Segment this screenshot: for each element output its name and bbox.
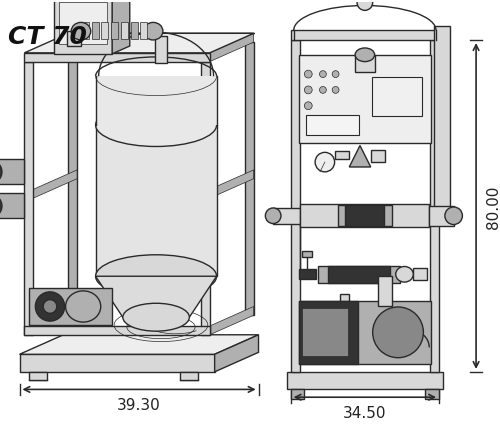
Text: CT 70: CT 70 (8, 25, 86, 49)
Polygon shape (298, 56, 431, 143)
Circle shape (315, 153, 334, 173)
Polygon shape (180, 372, 198, 380)
Polygon shape (24, 34, 254, 54)
Polygon shape (290, 389, 304, 399)
Polygon shape (372, 78, 422, 117)
Polygon shape (298, 301, 358, 364)
Polygon shape (68, 43, 77, 316)
Circle shape (36, 292, 64, 321)
Polygon shape (33, 34, 77, 63)
Polygon shape (210, 34, 254, 63)
Polygon shape (302, 309, 348, 357)
Ellipse shape (266, 208, 281, 224)
Polygon shape (24, 326, 210, 335)
Polygon shape (30, 288, 112, 325)
Circle shape (304, 71, 312, 79)
Ellipse shape (96, 255, 216, 298)
Polygon shape (306, 116, 360, 135)
Polygon shape (20, 335, 258, 354)
Polygon shape (82, 23, 89, 40)
Ellipse shape (66, 291, 100, 322)
Polygon shape (0, 194, 24, 218)
Polygon shape (426, 389, 439, 399)
Circle shape (320, 72, 326, 78)
Polygon shape (298, 270, 316, 279)
Polygon shape (430, 207, 454, 226)
Polygon shape (102, 23, 108, 40)
Ellipse shape (355, 49, 374, 63)
Text: 39.30: 39.30 (117, 397, 161, 412)
Polygon shape (414, 269, 427, 280)
Polygon shape (30, 372, 47, 380)
Ellipse shape (396, 267, 413, 282)
Polygon shape (210, 170, 254, 199)
Polygon shape (140, 23, 147, 40)
Polygon shape (96, 126, 216, 276)
Polygon shape (33, 170, 77, 199)
Circle shape (340, 317, 348, 325)
Polygon shape (302, 251, 312, 257)
Polygon shape (54, 0, 112, 55)
Polygon shape (355, 56, 374, 73)
Ellipse shape (144, 23, 163, 41)
Circle shape (336, 313, 353, 330)
Polygon shape (346, 205, 385, 227)
Polygon shape (92, 23, 98, 40)
Ellipse shape (96, 104, 216, 147)
Polygon shape (350, 146, 370, 167)
Polygon shape (121, 23, 128, 40)
Polygon shape (434, 26, 450, 208)
Ellipse shape (386, 317, 413, 340)
Ellipse shape (372, 307, 424, 358)
Polygon shape (0, 160, 24, 184)
Polygon shape (201, 63, 209, 335)
Polygon shape (130, 23, 138, 40)
Polygon shape (340, 294, 349, 321)
Circle shape (304, 87, 312, 95)
Circle shape (357, 0, 372, 12)
Circle shape (0, 195, 2, 218)
Text: 34.50: 34.50 (343, 405, 386, 420)
Polygon shape (290, 41, 300, 372)
Polygon shape (24, 54, 210, 63)
Polygon shape (68, 32, 81, 47)
Ellipse shape (71, 23, 90, 41)
Polygon shape (378, 276, 392, 306)
Polygon shape (111, 23, 118, 40)
Polygon shape (96, 77, 216, 126)
Polygon shape (20, 354, 214, 372)
Ellipse shape (445, 207, 462, 225)
Polygon shape (214, 335, 258, 372)
Polygon shape (300, 204, 430, 228)
Polygon shape (24, 63, 33, 335)
Circle shape (304, 103, 312, 110)
Polygon shape (287, 372, 443, 389)
Polygon shape (112, 0, 130, 55)
Polygon shape (334, 152, 349, 160)
Polygon shape (370, 151, 386, 163)
Polygon shape (273, 208, 300, 224)
Polygon shape (328, 266, 390, 283)
Polygon shape (210, 307, 254, 335)
Ellipse shape (123, 304, 190, 331)
Circle shape (0, 161, 2, 184)
Circle shape (332, 87, 339, 94)
Polygon shape (155, 37, 167, 64)
Circle shape (320, 87, 326, 94)
Polygon shape (96, 276, 216, 317)
Text: 80.00: 80.00 (486, 185, 500, 228)
Polygon shape (58, 3, 108, 45)
Polygon shape (33, 307, 77, 335)
Polygon shape (298, 301, 431, 364)
Polygon shape (245, 43, 254, 316)
Polygon shape (430, 41, 439, 372)
Circle shape (43, 300, 57, 314)
Circle shape (332, 72, 339, 78)
Polygon shape (338, 205, 392, 227)
Polygon shape (290, 32, 439, 41)
Polygon shape (318, 266, 400, 283)
